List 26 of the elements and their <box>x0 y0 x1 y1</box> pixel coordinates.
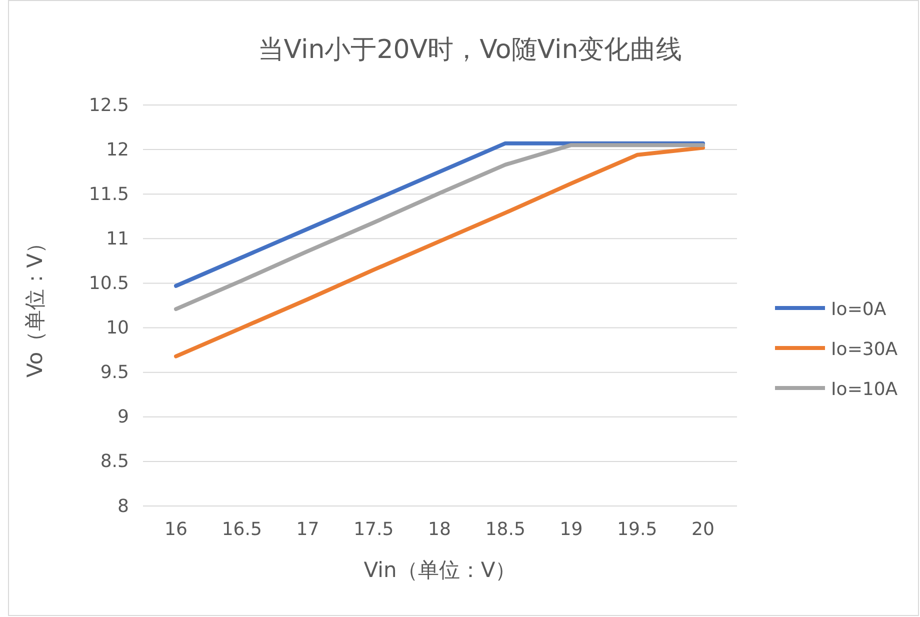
x-tick-label: 16 <box>164 518 188 540</box>
y-tick-label: 8 <box>118 496 129 517</box>
x-tick-label: 19.5 <box>617 518 658 540</box>
y-tick-label: 11.5 <box>88 184 129 205</box>
y-axis-title: Vo（单位：V） <box>23 232 47 378</box>
y-tick-label: 8.5 <box>100 451 129 472</box>
line-series <box>174 146 705 358</box>
x-tick-label: 16.5 <box>222 518 262 540</box>
x-tick-label: 18 <box>428 518 451 540</box>
x-tick-label: 19 <box>560 518 583 540</box>
legend-label: Io=0A <box>831 299 887 320</box>
y-tick-label: 11 <box>106 228 129 250</box>
x-tick-label: 17 <box>296 518 320 540</box>
y-tick-label: 9.5 <box>100 362 129 384</box>
y-tick-label: 9 <box>118 406 129 428</box>
y-tick-label: 10.5 <box>88 272 129 294</box>
legend-label: Io=10A <box>831 379 898 400</box>
x-tick-label: 18.5 <box>485 518 526 540</box>
y-tick-label: 12.5 <box>88 94 129 116</box>
chart-title: 当Vin小于20V时，Vo随Vin变化曲线 <box>258 35 682 65</box>
legend-label: Io=30A <box>831 339 898 360</box>
y-tick-label: 10 <box>106 318 129 339</box>
x-tick-label: 17.5 <box>354 518 394 540</box>
x-axis-title: Vin（单位：V） <box>364 558 516 582</box>
y-tick-label: 12 <box>106 139 129 160</box>
x-tick-label: 20 <box>692 518 714 540</box>
